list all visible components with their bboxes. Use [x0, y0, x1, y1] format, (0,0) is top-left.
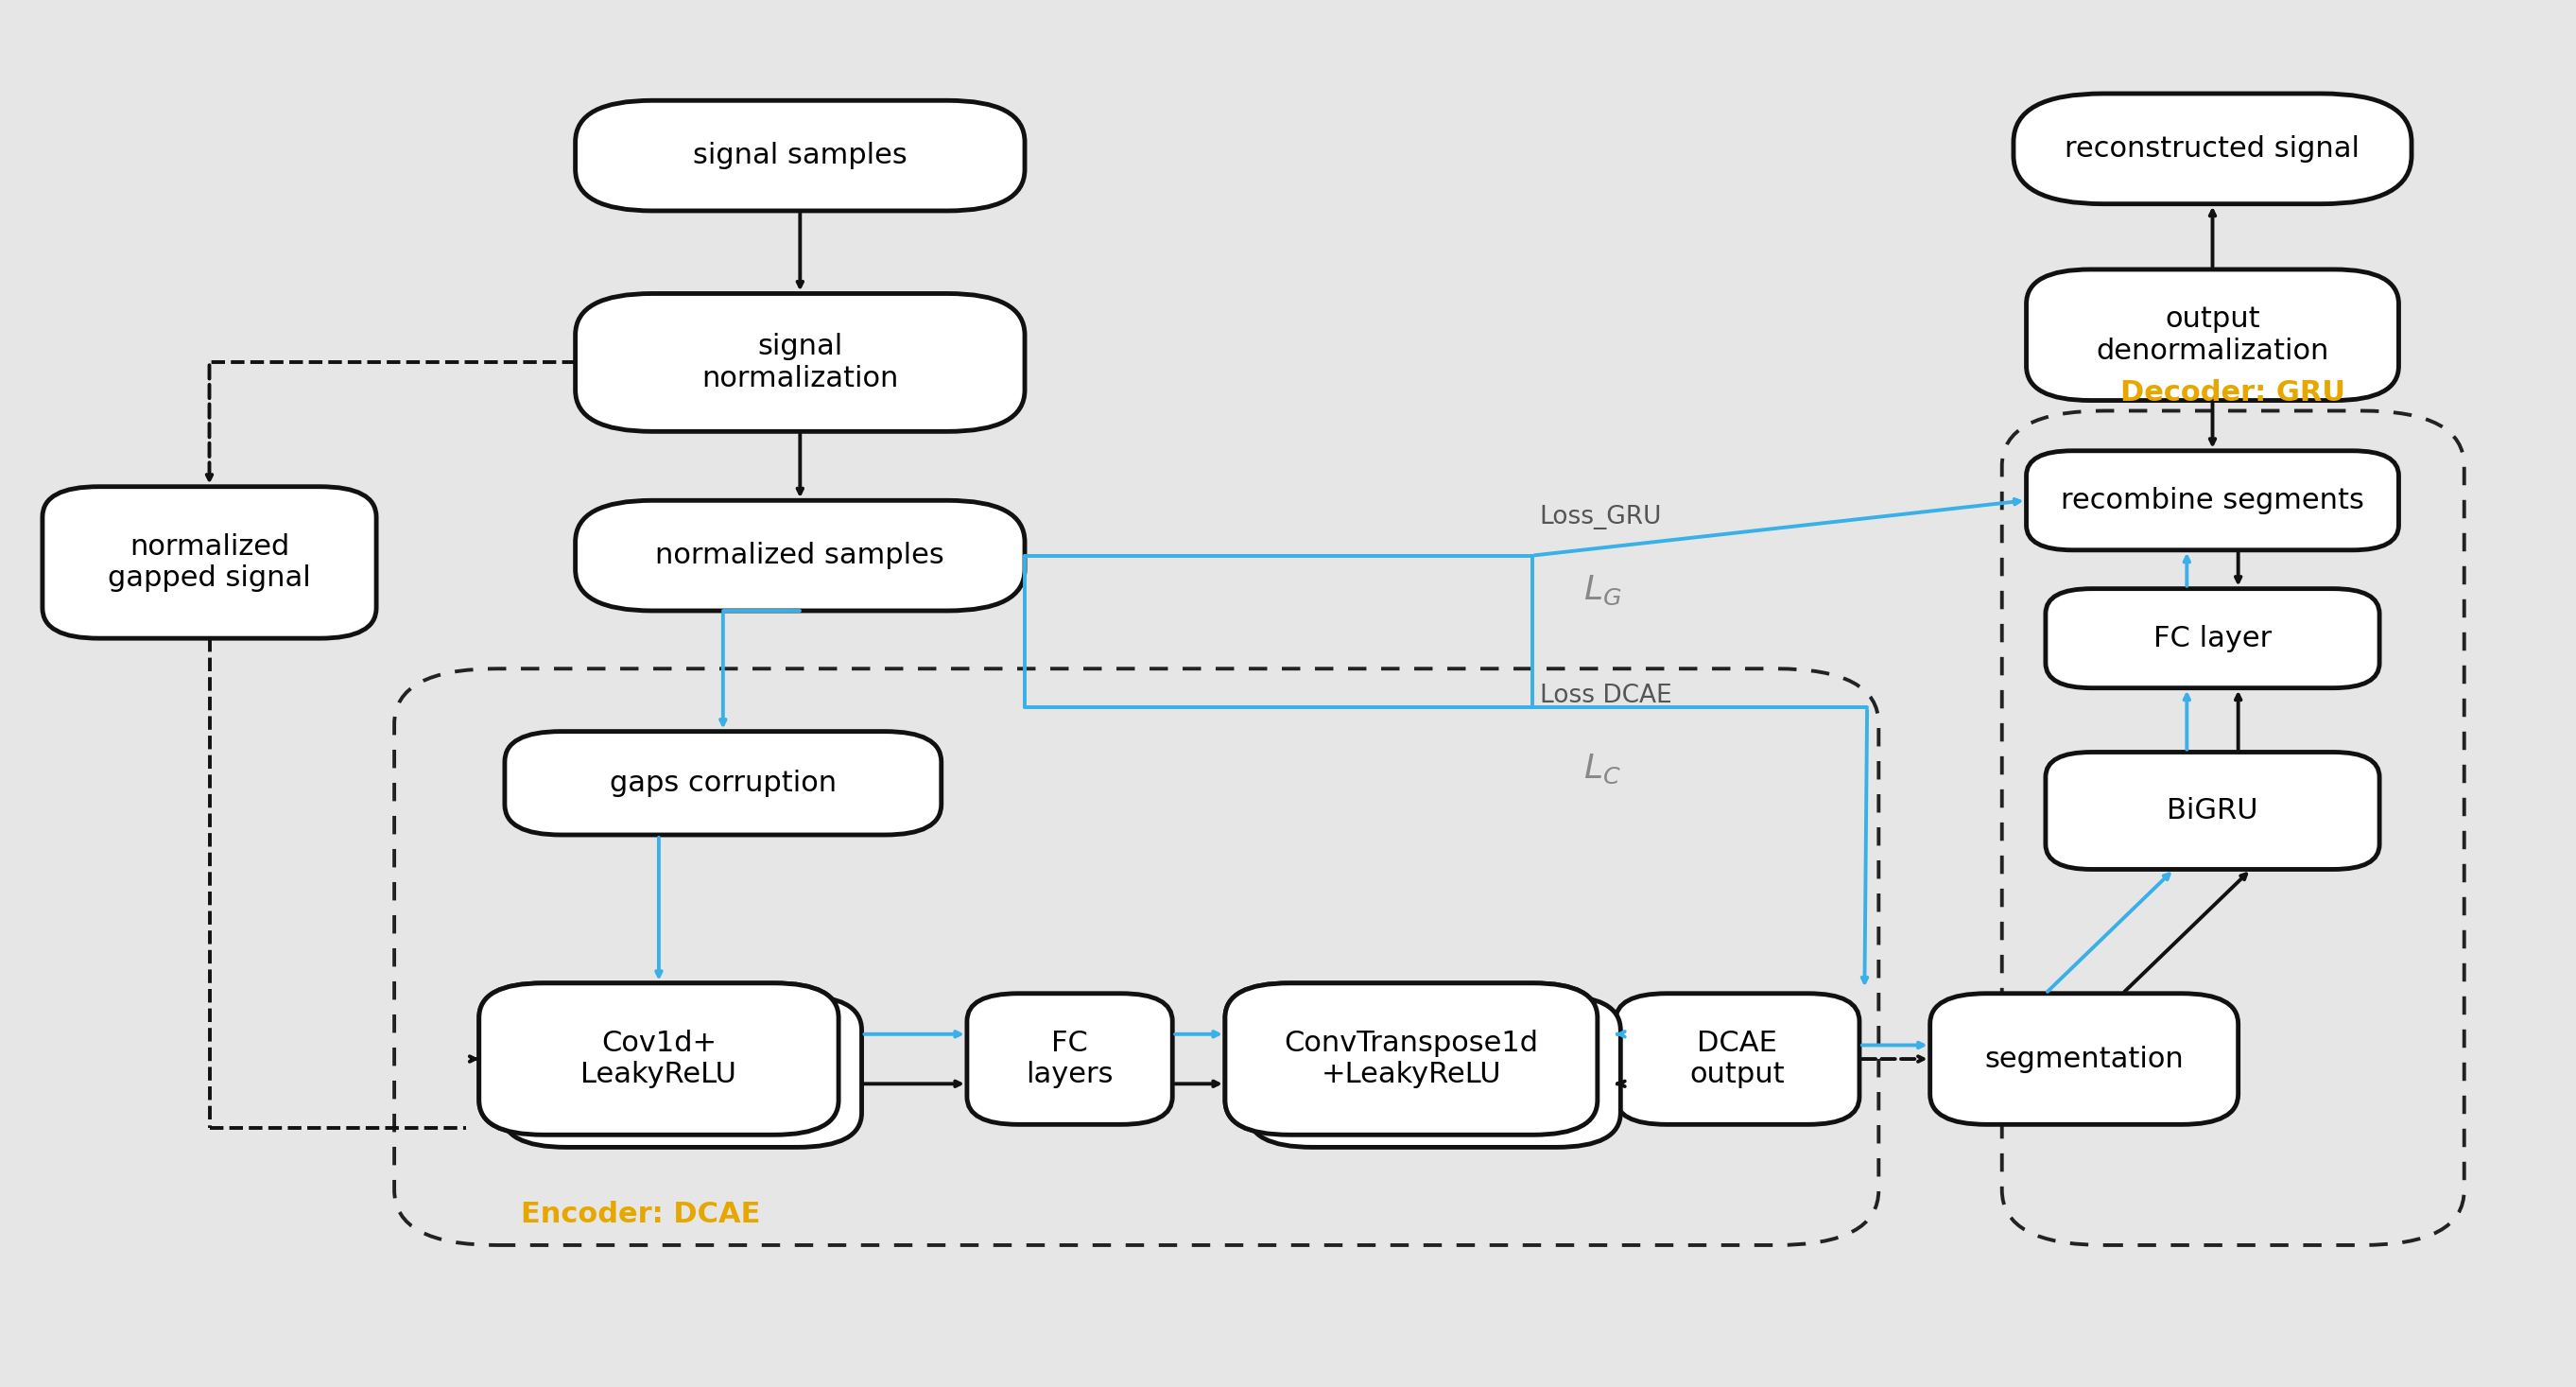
Text: DCAE
output: DCAE output [1690, 1029, 1785, 1089]
FancyBboxPatch shape [505, 731, 940, 835]
FancyBboxPatch shape [1929, 993, 2239, 1125]
Text: segmentation: segmentation [1984, 1046, 2184, 1072]
FancyBboxPatch shape [41, 487, 376, 638]
FancyBboxPatch shape [574, 294, 1025, 431]
Text: output
denormalization: output denormalization [2097, 305, 2329, 365]
Text: Decoder: GRU: Decoder: GRU [2120, 379, 2347, 406]
FancyBboxPatch shape [502, 996, 863, 1147]
Text: normalized samples: normalized samples [654, 542, 945, 569]
Text: Encoder: DCAE: Encoder: DCAE [520, 1201, 760, 1229]
FancyBboxPatch shape [2045, 588, 2380, 688]
Text: signal
normalization: signal normalization [701, 333, 899, 393]
Text: FC
layers: FC layers [1025, 1029, 1113, 1089]
Text: ConvTranspose1d
+LeakyReLU: ConvTranspose1d +LeakyReLU [1283, 1029, 1538, 1089]
FancyBboxPatch shape [574, 100, 1025, 211]
FancyBboxPatch shape [2027, 451, 2398, 551]
Text: Loss DCAE: Loss DCAE [1540, 684, 1672, 709]
FancyBboxPatch shape [1249, 996, 1620, 1147]
Text: recombine segments: recombine segments [2061, 487, 2365, 515]
FancyBboxPatch shape [1226, 983, 1597, 1135]
FancyBboxPatch shape [2014, 93, 2411, 204]
Text: normalized
gapped signal: normalized gapped signal [108, 533, 312, 592]
Text: reconstructed signal: reconstructed signal [2066, 135, 2360, 162]
Text: gaps corruption: gaps corruption [611, 770, 837, 798]
FancyBboxPatch shape [1615, 993, 1860, 1125]
FancyBboxPatch shape [1226, 983, 1597, 1135]
Text: Loss_GRU: Loss_GRU [1540, 505, 1662, 530]
FancyBboxPatch shape [2027, 269, 2398, 401]
FancyBboxPatch shape [479, 983, 840, 1135]
Text: $L_G$: $L_G$ [1584, 573, 1620, 606]
Text: Cov1d+
LeakyReLU: Cov1d+ LeakyReLU [580, 1029, 737, 1089]
Text: FC layer: FC layer [2154, 624, 2272, 652]
FancyBboxPatch shape [574, 501, 1025, 610]
FancyBboxPatch shape [966, 993, 1172, 1125]
Text: BiGRU: BiGRU [2166, 798, 2259, 824]
FancyBboxPatch shape [479, 983, 840, 1135]
Text: signal samples: signal samples [693, 141, 907, 169]
Text: $L_C$: $L_C$ [1584, 753, 1620, 786]
FancyBboxPatch shape [2045, 752, 2380, 870]
